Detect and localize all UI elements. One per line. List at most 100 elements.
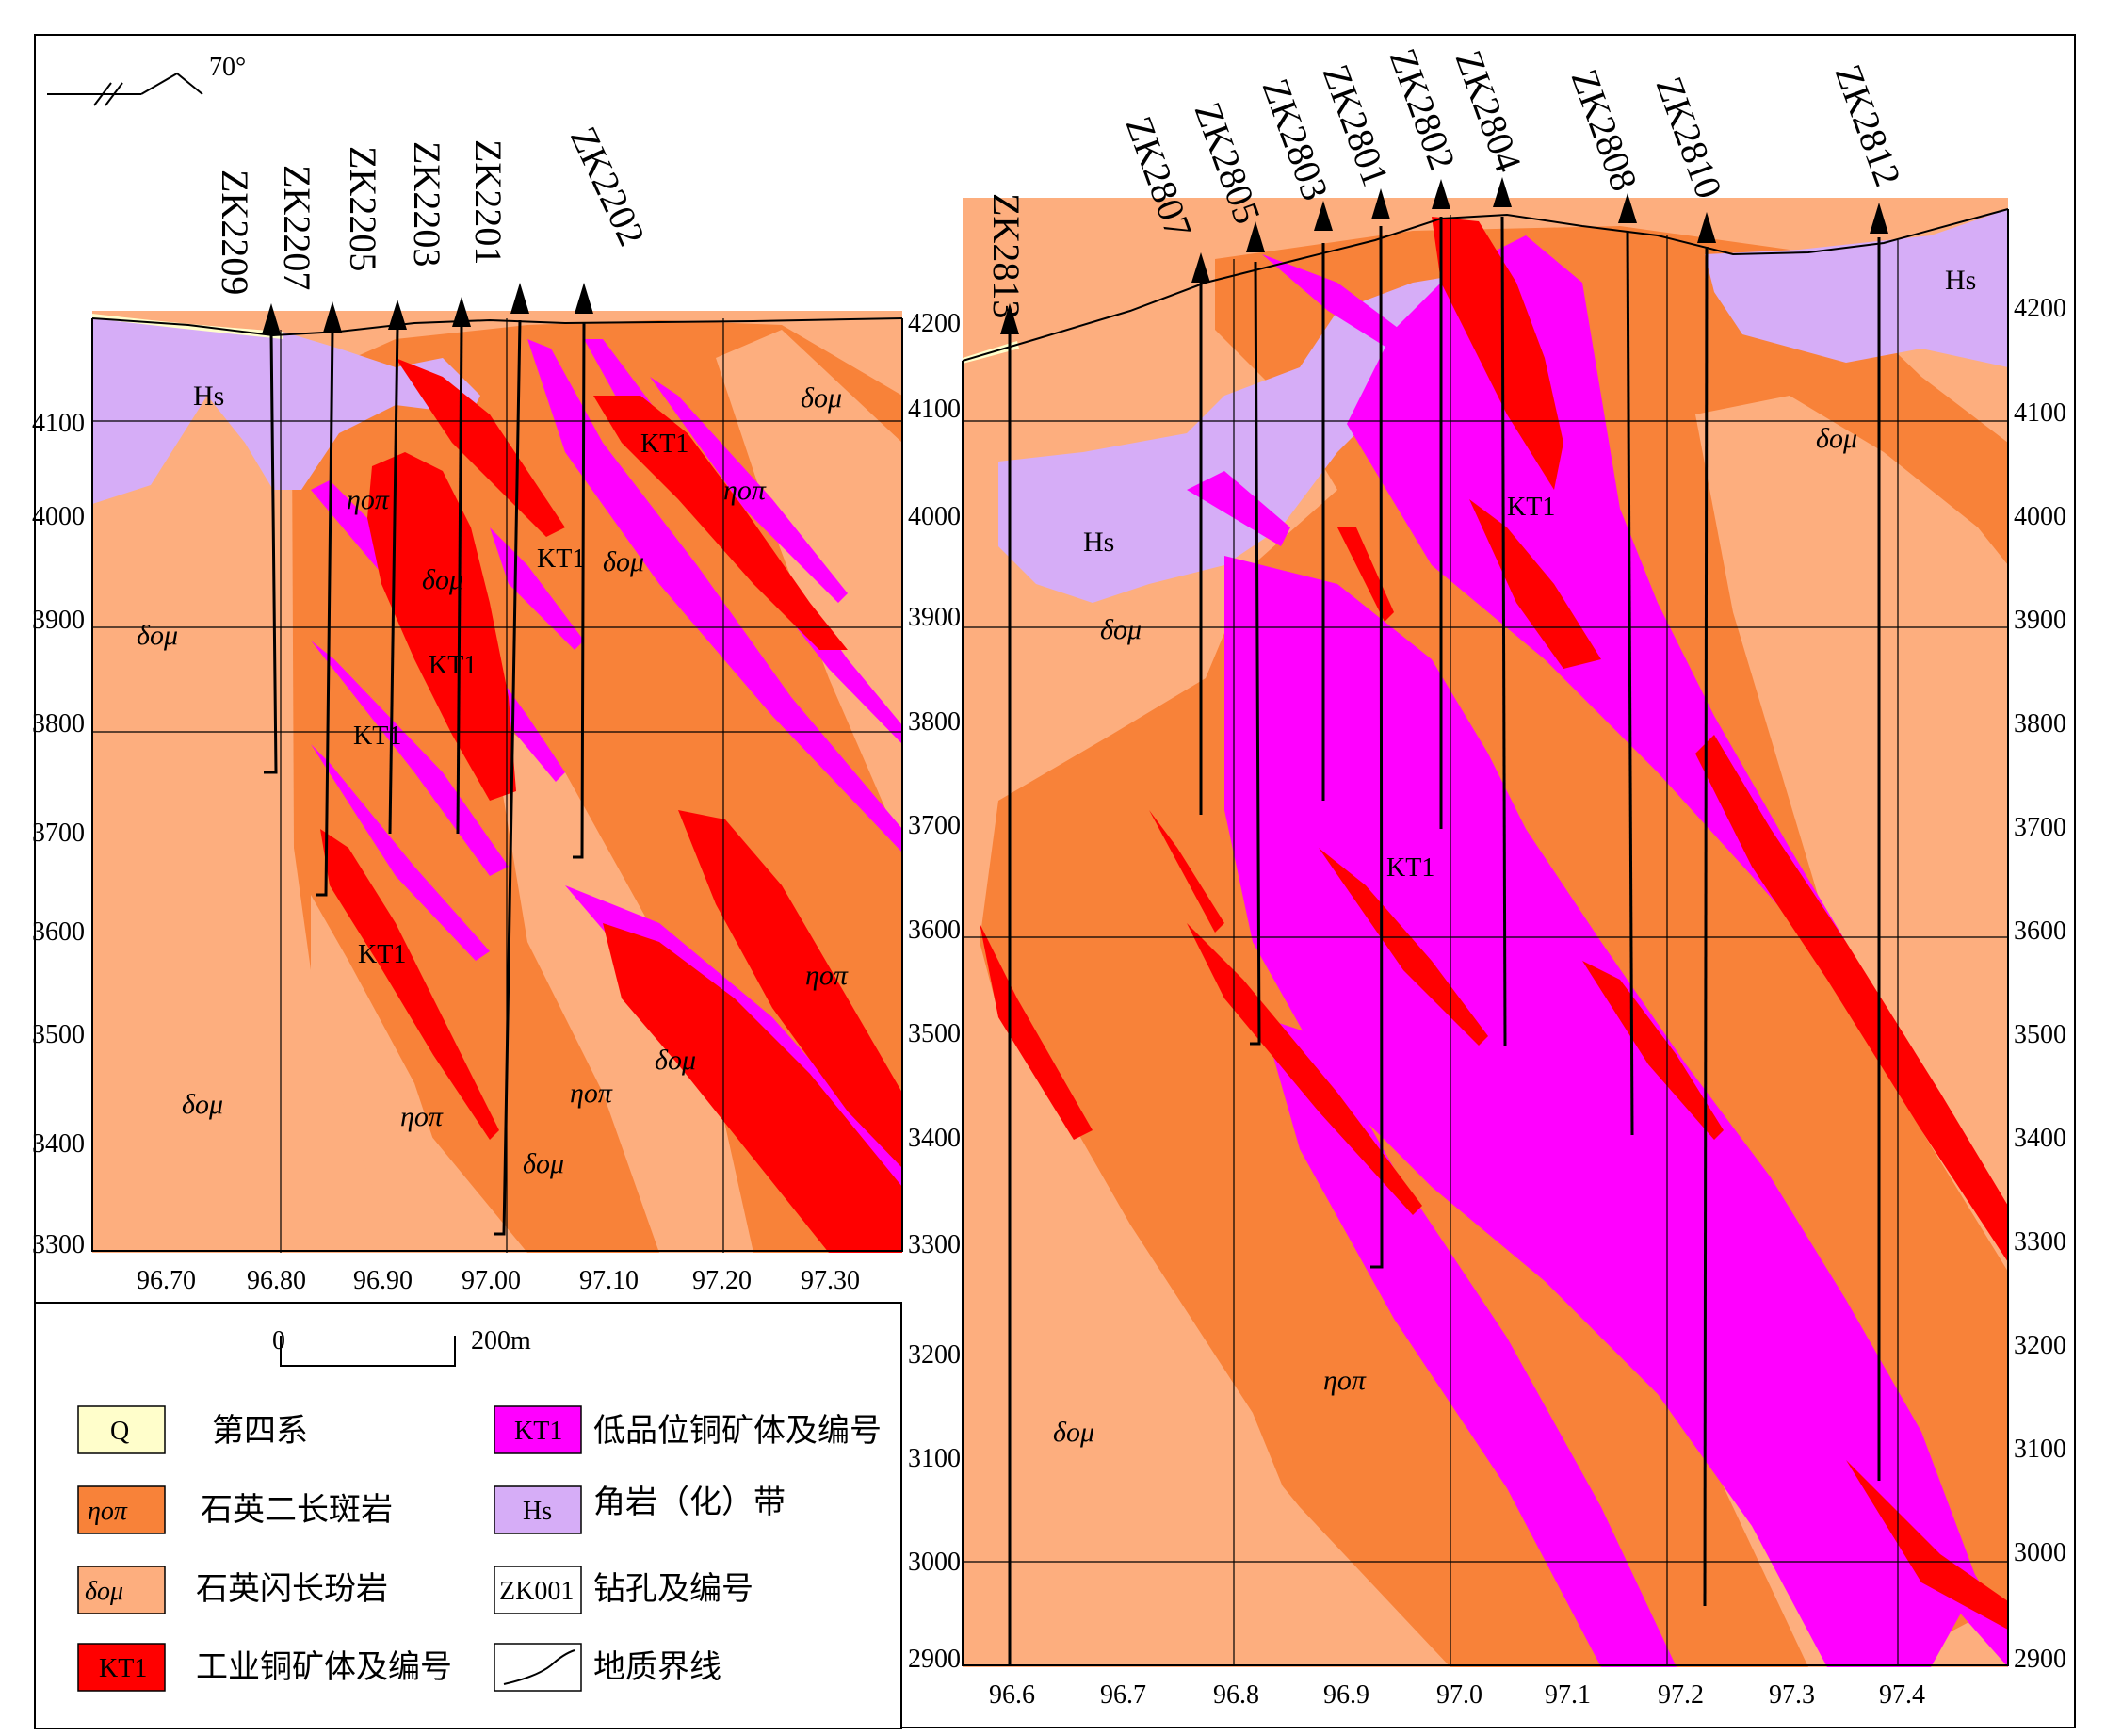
unit-label-porphyry: ηοπ <box>400 1101 444 1132</box>
legend-symbol: ZK001 <box>499 1577 574 1606</box>
unit-label-hs: Hs <box>1945 265 1976 296</box>
left-elev-tick: 3400 <box>32 1129 85 1159</box>
right-x-tick: 96.6 <box>989 1680 1035 1710</box>
right-elev-tick: 3600 <box>2014 917 2066 946</box>
left-elev-tick: 3600 <box>908 916 961 945</box>
unit-label-diorite: δομ <box>523 1148 564 1179</box>
right-hornfels <box>998 273 1488 603</box>
left-elev-tick: 3900 <box>908 603 961 632</box>
right-unit-labels: Hs Hs δομ δομ δομ ηοπ KT1 KT1 <box>1053 265 1976 1448</box>
legend-item: Q 第四系 <box>77 1405 308 1454</box>
right-x-tick: 96.9 <box>1323 1680 1369 1710</box>
left-drillholes <box>264 319 586 1236</box>
left-x-tick: 96.70 <box>137 1266 196 1295</box>
left-x-axis: 96.70 96.80 96.90 97.00 97.10 97.20 97.3… <box>137 1266 860 1295</box>
legend-item: KT1 低品位铜矿体及编号 <box>494 1405 882 1454</box>
right-drillholes <box>1008 216 1881 1665</box>
ore-label: KT1 <box>429 651 477 680</box>
legend-item: δομ 石英闪长玢岩 <box>77 1566 388 1614</box>
scale-bar: 0 200m <box>272 1326 531 1367</box>
unit-label-diorite: δομ <box>1053 1417 1094 1448</box>
drillhole-label: ZK2810 <box>1648 72 1731 204</box>
left-elev-tick: 3700 <box>32 819 85 848</box>
right-elev-tick: 3500 <box>2014 1020 2066 1049</box>
right-elev-tick: 3100 <box>908 1444 961 1473</box>
left-x-tick: 97.10 <box>579 1266 639 1295</box>
ore-label: KT1 <box>1386 853 1434 883</box>
unit-label-diorite: δομ <box>1816 423 1857 454</box>
drillhole-label: ZK2203 <box>406 141 448 267</box>
left-drillhole-labels: ZK2209 ZK2207 ZK2205 ZK2203 ZK2201 ZK220… <box>214 121 654 296</box>
legend-panel: 0 200m Q 第四系 ηοπ 石英二长斑岩 δομ 石英闪长玢岩 KT1 工… <box>34 1302 902 1729</box>
legend-label: 角岩（化）带 <box>593 1485 786 1520</box>
unit-label-porphyry: ηοπ <box>347 484 390 515</box>
right-elev-tick: 3100 <box>2014 1435 2066 1464</box>
left-elev-tick: 3300 <box>32 1230 85 1259</box>
left-diorite-stripe <box>311 895 471 1253</box>
legend-symbol: δομ <box>85 1577 123 1606</box>
left-section: ZK2209 ZK2207 ZK2205 ZK2203 ZK2201 ZK220… <box>32 121 961 1295</box>
right-x-tick: 96.8 <box>1213 1680 1259 1710</box>
right-elev-tick: 3900 <box>2014 606 2066 635</box>
unit-label-diorite: δομ <box>1100 614 1142 645</box>
right-x-axis: 96.6 96.7 96.8 96.9 97.0 97.1 97.2 97.3 … <box>989 1680 1925 1710</box>
unit-label-porphyry: ηοπ <box>723 475 767 506</box>
right-x-tick: 96.7 <box>1100 1680 1146 1710</box>
unit-label-diorite: δομ <box>422 564 463 595</box>
legend-frame <box>34 1302 902 1729</box>
left-unit-labels: Hs δομ δομ δομ δομ δομ δομ ηοπ ηοπ ηοπ η… <box>137 381 849 1179</box>
unit-label-diorite: δομ <box>801 382 842 414</box>
unit-label-porphyry: ηοπ <box>805 960 849 991</box>
scale-bar-start: 0 <box>272 1326 285 1355</box>
legend-label: 石英二长斑岩 <box>201 1492 393 1528</box>
legend-label: 低品位铜矿体及编号 <box>593 1413 882 1449</box>
ore-label: KT1 <box>353 722 401 751</box>
right-hornfels <box>1705 209 2008 367</box>
legend-symbol: KT1 <box>514 1417 562 1446</box>
unit-label-diorite: δομ <box>182 1089 223 1120</box>
legend-item: Hs 角岩（化）带 <box>494 1485 786 1534</box>
left-elevation-axis: 4200 4100 4100 4000 4000 3900 3900 3800 … <box>32 309 961 1259</box>
left-elev-tick: 4200 <box>908 309 961 338</box>
drillhole-label: ZK2202 <box>562 121 654 252</box>
legend-label: 工业铜矿体及编号 <box>196 1649 452 1685</box>
left-quaternary <box>92 314 283 339</box>
right-elev-tick: 3300 <box>2014 1227 2066 1257</box>
strike-angle-label: 70° <box>209 53 246 82</box>
legend-symbol: Hs <box>523 1497 552 1526</box>
drillhole-label: ZK2205 <box>342 146 384 271</box>
left-hornfels <box>92 318 480 504</box>
right-elev-tick: 4000 <box>2014 502 2066 531</box>
left-elev-tick: 3700 <box>908 811 961 840</box>
right-elev-tick: 3400 <box>2014 1124 2066 1153</box>
left-elev-tick: 3500 <box>908 1019 961 1048</box>
right-drillhole-arrows <box>1000 177 1888 334</box>
right-x-tick: 97.1 <box>1545 1680 1591 1710</box>
legend-item: KT1 工业铜矿体及编号 <box>77 1643 452 1692</box>
strike-symbol: 70° <box>47 53 246 106</box>
scale-bar-end: 200m <box>471 1326 531 1355</box>
ore-label: KT1 <box>537 544 585 574</box>
right-elev-tick: 3800 <box>2014 709 2066 738</box>
ore-label: KT1 <box>358 940 406 969</box>
left-x-tick: 97.00 <box>462 1266 521 1295</box>
unit-label-hs: Hs <box>193 381 224 412</box>
left-elev-tick: 4100 <box>908 395 961 424</box>
left-elev-tick: 3500 <box>32 1020 85 1049</box>
unit-label-porphyry: ηοπ <box>1323 1365 1367 1396</box>
right-section: ZK2813 ZK2807 ZK2805 ZK2803 ZK2801 ZK280… <box>908 43 2066 1710</box>
left-elev-tick: 3900 <box>32 606 85 635</box>
drillhole-label: ZK2813 <box>985 193 1028 318</box>
right-elev-tick: 2900 <box>2014 1645 2066 1674</box>
legend-item: ηοπ 石英二长斑岩 <box>77 1485 393 1534</box>
left-elev-tick: 3800 <box>908 707 961 737</box>
legend-symbol: Q <box>110 1417 129 1446</box>
drillhole-label: ZK2812 <box>1827 59 1910 192</box>
drillhole-label: ZK2207 <box>276 165 318 290</box>
right-elev-tick: 3200 <box>2014 1331 2066 1360</box>
legend-item: ZK001 钻孔及编号 <box>494 1566 753 1614</box>
left-elev-tick: 3400 <box>908 1124 961 1153</box>
left-elev-tick: 3300 <box>908 1230 961 1259</box>
right-elev-tick: 3700 <box>2014 813 2066 842</box>
right-elev-tick: 3200 <box>908 1340 961 1370</box>
